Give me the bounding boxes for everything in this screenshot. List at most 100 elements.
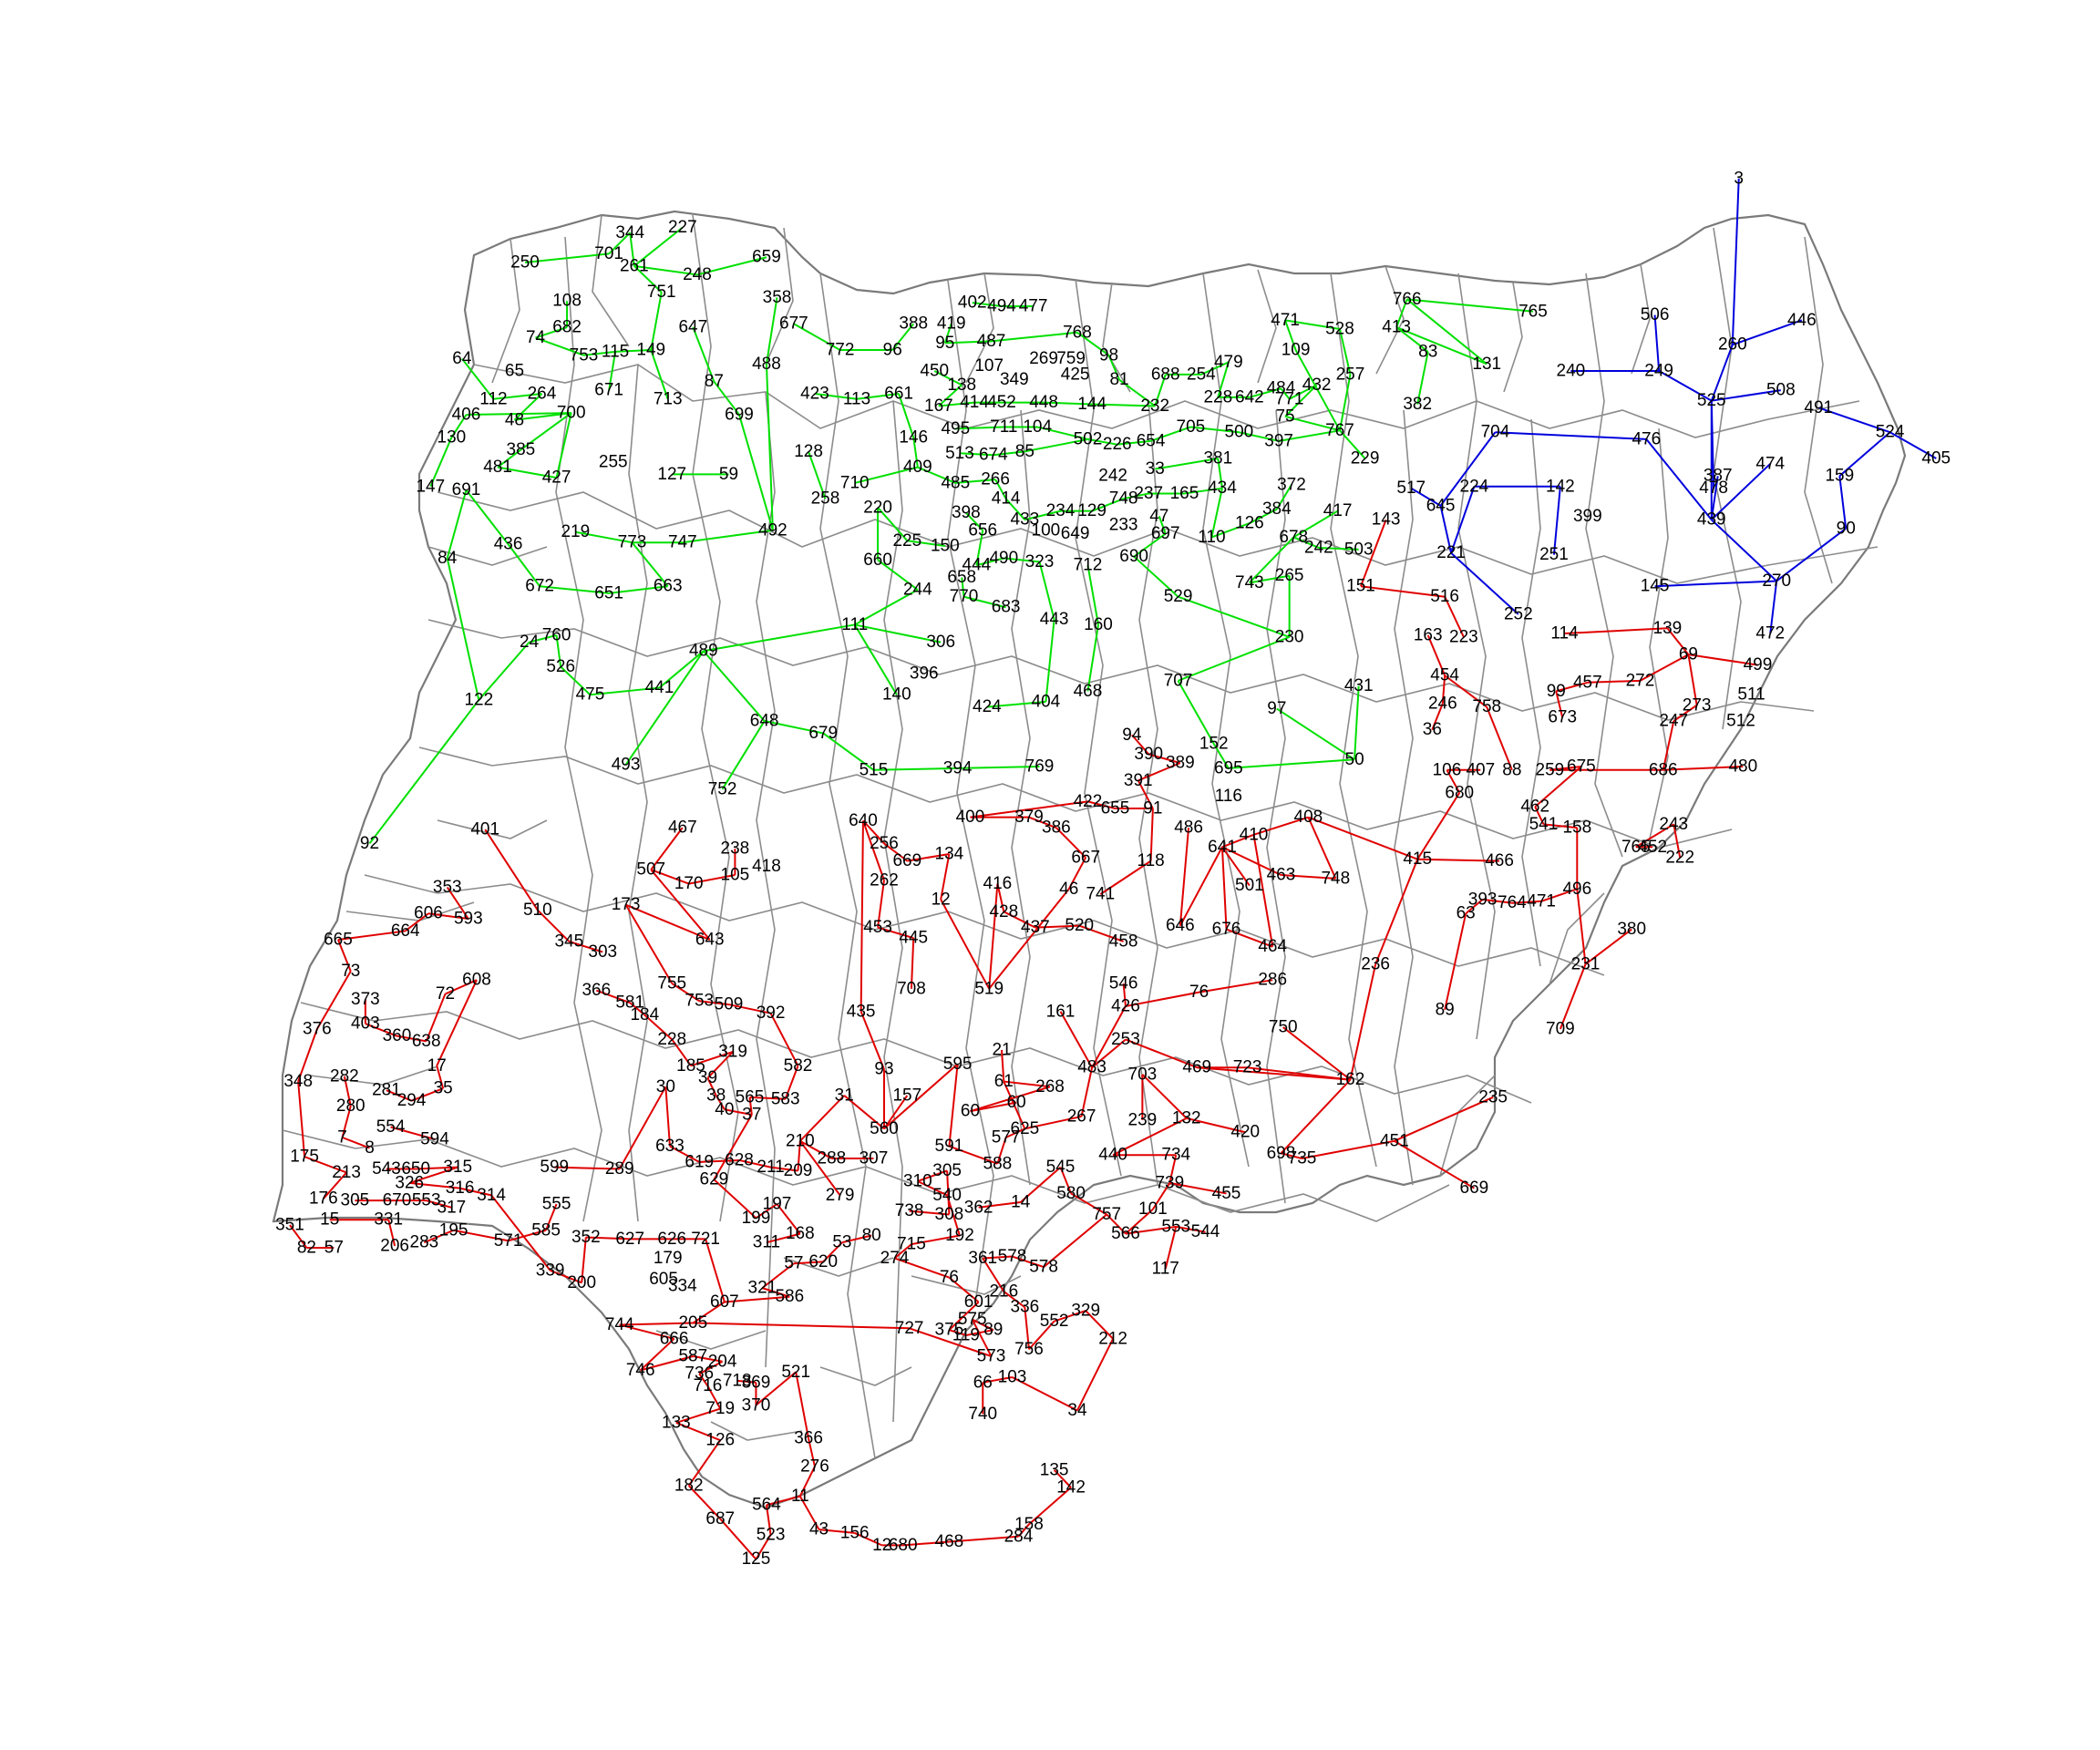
- node-label: 219: [561, 522, 590, 541]
- node-label: 723: [1233, 1058, 1262, 1077]
- node-label: 640: [849, 811, 878, 830]
- edge-south: [893, 1243, 912, 1260]
- edge-north-west: [555, 412, 572, 479]
- node-label: 200: [567, 1273, 596, 1292]
- edge-north-west: [854, 589, 919, 626]
- edge-north-west: [466, 412, 571, 417]
- edge-south: [949, 1145, 998, 1165]
- node-label: 445: [899, 929, 928, 948]
- node-label: 134: [935, 844, 964, 863]
- edge-south: [1186, 1117, 1246, 1134]
- edge-south: [1024, 1115, 1082, 1130]
- edge-south: [971, 1319, 993, 1357]
- edge-south: [396, 1035, 427, 1043]
- node-label: 648: [750, 712, 779, 731]
- node-label: 127: [657, 465, 686, 484]
- node-label: 554: [376, 1117, 406, 1137]
- edge-north-west: [1217, 458, 1223, 489]
- edge-south: [797, 1140, 801, 1171]
- node-label: 495: [941, 419, 970, 438]
- node-label: 771: [1275, 389, 1304, 408]
- edge-south: [1444, 913, 1467, 1011]
- node-label: 638: [412, 1032, 441, 1051]
- node-label: 601: [964, 1292, 993, 1312]
- edge-north-west: [633, 265, 663, 293]
- node-label: 541: [1529, 815, 1559, 834]
- edge-south: [692, 1301, 726, 1324]
- edge-north-west: [446, 489, 468, 559]
- edge-north-west: [1200, 361, 1230, 376]
- node-label: 260: [1718, 335, 1747, 355]
- node-label: 672: [525, 577, 554, 596]
- edge-south: [699, 1158, 740, 1163]
- node-label: 578: [998, 1247, 1027, 1266]
- edge-north-west: [368, 699, 480, 845]
- edge-south: [688, 874, 736, 885]
- edge-south: [877, 880, 885, 928]
- edge-north-east: [1710, 476, 1719, 520]
- edge-south: [909, 1210, 950, 1216]
- edge-south: [365, 1023, 397, 1037]
- edge-south: [1444, 596, 1465, 638]
- node-label: 246: [1428, 694, 1457, 713]
- node-label: 700: [557, 404, 586, 423]
- edge-south: [970, 800, 1088, 818]
- node-label: 608: [462, 971, 491, 990]
- edge-north-west: [1338, 328, 1352, 376]
- edge-south: [799, 1095, 845, 1142]
- node-label: 487: [977, 332, 1006, 351]
- edge-north-west: [765, 297, 778, 365]
- edge-north-west: [1292, 510, 1339, 539]
- node-label: 8: [365, 1138, 375, 1158]
- node-label: 499: [1744, 655, 1773, 674]
- edge-south: [1085, 1310, 1114, 1340]
- node-label: 446: [1787, 311, 1817, 330]
- node-label: 491: [1804, 398, 1833, 417]
- edge-north-west: [877, 507, 909, 541]
- node-label: 705: [1177, 417, 1206, 437]
- node-label: 142: [1546, 477, 1575, 496]
- edge-south: [698, 1373, 709, 1387]
- edge-south: [289, 1224, 308, 1249]
- edge-south: [1179, 828, 1190, 926]
- edge-north-west: [1416, 351, 1429, 405]
- node-label: 266: [981, 470, 1010, 489]
- edge-south: [798, 1496, 820, 1530]
- node-label: 753: [570, 345, 599, 365]
- edge-north-west: [629, 232, 635, 266]
- edge-north-west: [993, 450, 1025, 457]
- node-label: 457: [1573, 673, 1602, 692]
- node-label: 272: [1626, 671, 1655, 690]
- node-label: 405: [1921, 449, 1951, 468]
- edge-south: [1125, 1225, 1177, 1235]
- edge-south: [762, 1287, 790, 1298]
- edge-north-west: [497, 448, 521, 468]
- node-label: 436: [494, 535, 523, 554]
- node-label: 315: [443, 1158, 472, 1177]
- node-label: 323: [1025, 552, 1055, 571]
- edge-north-west: [624, 650, 705, 766]
- edge-north-west: [898, 393, 915, 438]
- node-label: 582: [784, 1056, 813, 1076]
- edge-north-east: [1654, 580, 1777, 588]
- node-label: 607: [710, 1292, 739, 1312]
- edge-north-west: [682, 529, 774, 544]
- node-label: 84: [438, 549, 458, 568]
- node-label: 736: [685, 1364, 714, 1384]
- node-label: 485: [941, 473, 970, 492]
- edge-north-west: [609, 585, 668, 594]
- edge-south: [1055, 827, 1086, 859]
- edge-south: [894, 1257, 950, 1279]
- node-label: 228: [657, 1030, 686, 1049]
- edge-south: [1138, 762, 1181, 782]
- edge-south: [1078, 924, 1124, 942]
- edge-south: [1540, 888, 1578, 902]
- edge-north-west: [1275, 484, 1292, 510]
- edge-south: [1302, 1139, 1395, 1160]
- edge-south: [1687, 654, 1698, 705]
- node-label: 766: [1393, 290, 1422, 309]
- edge-south: [1253, 816, 1309, 836]
- edge-south: [765, 1505, 772, 1535]
- edge-north-west: [590, 686, 660, 696]
